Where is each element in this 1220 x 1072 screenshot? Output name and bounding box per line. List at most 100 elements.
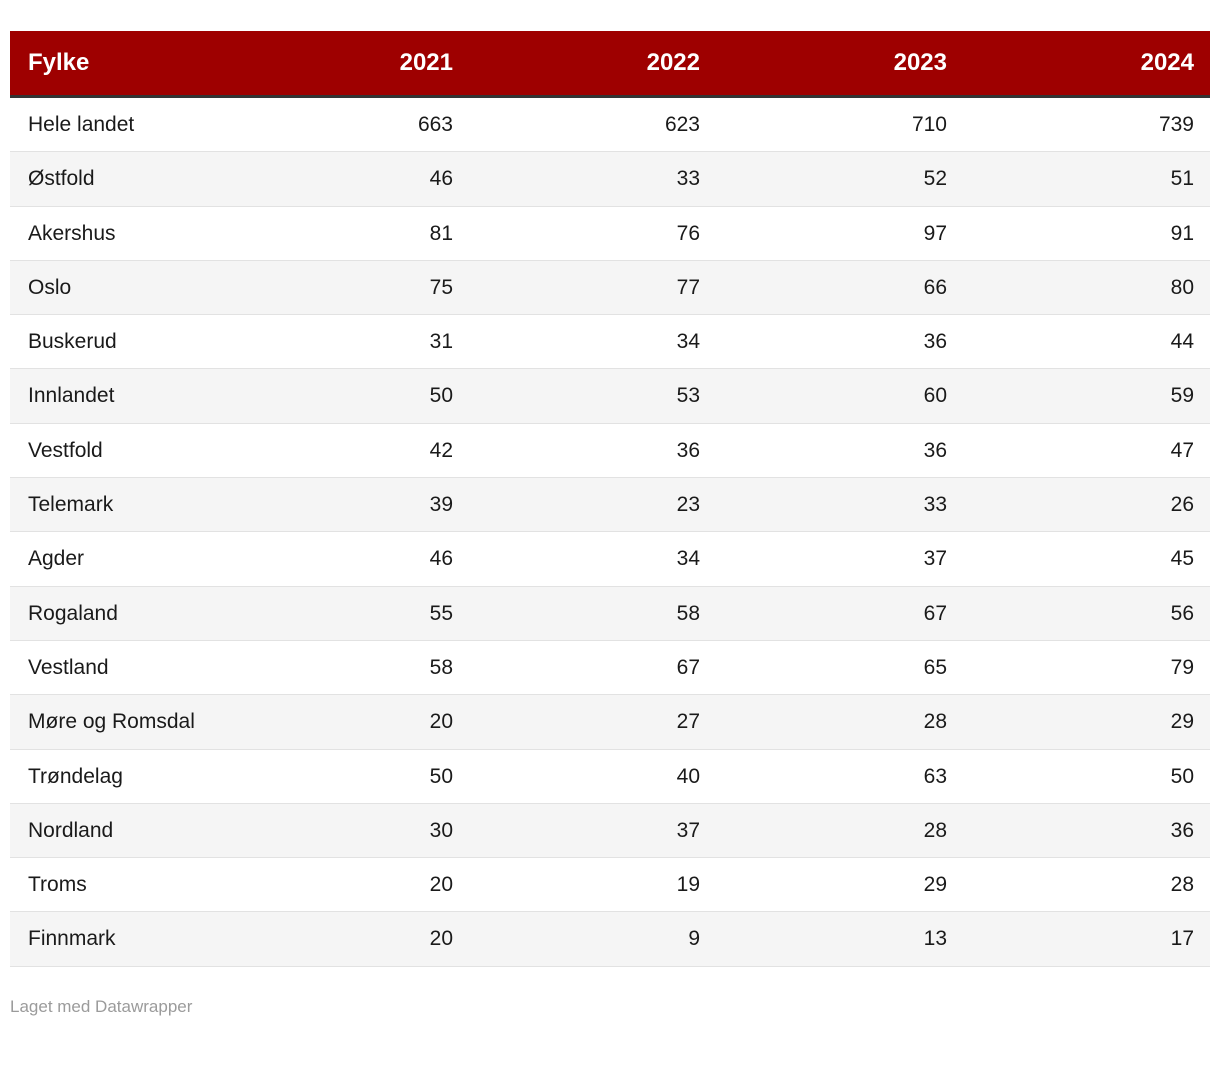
row-label-cell: Oslo xyxy=(10,259,222,315)
value-cell: 50 xyxy=(963,748,1210,804)
row-label-cell: Rogaland xyxy=(10,585,222,641)
data-table: Fylke 2021 2022 2023 2024 Hele landet 663… xyxy=(10,31,1210,967)
value-cell: 58 xyxy=(222,639,469,695)
value-cell: 75 xyxy=(222,259,469,315)
value-cell: 97 xyxy=(716,205,963,261)
row-label-cell: Akershus xyxy=(10,205,222,261)
value-cell: 739 xyxy=(1158,113,1194,136)
value-cell: 20 xyxy=(222,857,469,912)
table-row: Buskerud 31 34 36 44 xyxy=(10,314,1210,369)
value-cell: 37 xyxy=(469,802,716,858)
value-cell: 28 xyxy=(963,857,1210,912)
value-cell: 37 xyxy=(716,531,963,587)
value-cell: 33 xyxy=(716,477,963,532)
table-row: Østfold 46 33 52 51 xyxy=(10,151,1210,207)
value-cell: 29 xyxy=(716,857,963,912)
value-cell: 40 xyxy=(469,748,716,804)
value-cell: 36 xyxy=(716,314,963,369)
row-label-cell: Vestfold xyxy=(10,422,222,478)
row-label-cell: Nordland xyxy=(10,802,222,858)
value-cell: 28 xyxy=(716,694,963,750)
row-label-cell: Finnmark xyxy=(10,911,222,967)
row-label-cell: Hele landet xyxy=(28,113,135,136)
value-cell: 29 xyxy=(963,694,1210,750)
value-cell: 45 xyxy=(963,531,1210,587)
table-row: Hele landet 663 623 710 739 xyxy=(10,97,1210,152)
table-row: Agder 46 34 37 45 xyxy=(10,531,1210,587)
value-cell: 55 xyxy=(222,585,469,641)
value-cell: 710 xyxy=(911,113,947,136)
table-row: Nordland 30 37 28 36 xyxy=(10,802,1210,858)
table-row: Akershus 81 76 97 91 xyxy=(10,205,1210,261)
value-cell: 50 xyxy=(222,748,469,804)
value-cell: 60 xyxy=(716,368,963,424)
value-cell: 56 xyxy=(963,585,1210,641)
value-cell: 47 xyxy=(963,422,1210,478)
row-label-cell: Møre og Romsdal xyxy=(10,694,222,750)
value-cell: 67 xyxy=(469,639,716,695)
value-cell: 91 xyxy=(963,205,1210,261)
value-cell: 65 xyxy=(716,639,963,695)
row-label-cell: Trøndelag xyxy=(10,748,222,804)
table-row: Troms 20 19 29 28 xyxy=(10,857,1210,912)
value-cell: 28 xyxy=(716,802,963,858)
value-cell: 663 xyxy=(417,113,453,136)
header-row: Fylke 2021 2022 2023 2024 xyxy=(10,31,1210,98)
table-header: Fylke 2021 2022 2023 2024 xyxy=(10,31,1210,98)
value-cell: 9 xyxy=(469,911,716,967)
col-header-2022: 2022 xyxy=(469,31,716,98)
row-label-cell: Østfold xyxy=(10,151,222,207)
value-cell: 66 xyxy=(716,259,963,315)
value-cell: 623 xyxy=(664,113,700,136)
value-cell: 52 xyxy=(716,151,963,207)
col-header-fylke: Fylke xyxy=(10,31,222,98)
row-label-cell: Troms xyxy=(10,857,222,912)
value-cell: 27 xyxy=(469,694,716,750)
table-row: Rogaland 55 58 67 56 xyxy=(10,585,1210,641)
value-cell: 20 xyxy=(222,911,469,967)
value-cell: 42 xyxy=(222,422,469,478)
table-row: Vestland 58 67 65 79 xyxy=(10,639,1210,695)
value-cell: 30 xyxy=(222,802,469,858)
table-row: Vestfold 42 36 36 47 xyxy=(10,422,1210,478)
value-cell: 36 xyxy=(963,802,1210,858)
attribution-link[interactable]: Laget med Datawrapper xyxy=(10,996,193,1016)
value-cell: 46 xyxy=(222,531,469,587)
row-label-cell: Innlandet xyxy=(10,368,222,424)
value-cell: 46 xyxy=(222,151,469,207)
value-cell: 58 xyxy=(469,585,716,641)
value-cell: 51 xyxy=(963,151,1210,207)
value-cell: 13 xyxy=(716,911,963,967)
col-header-2024: 2024 xyxy=(963,31,1210,98)
value-cell: 81 xyxy=(222,205,469,261)
value-cell: 39 xyxy=(222,477,469,532)
value-cell: 44 xyxy=(963,314,1210,369)
value-cell: 50 xyxy=(222,368,469,424)
value-cell: 20 xyxy=(222,694,469,750)
value-cell: 31 xyxy=(222,314,469,369)
value-cell: 19 xyxy=(469,857,716,912)
value-cell: 23 xyxy=(469,477,716,532)
col-header-2023: 2023 xyxy=(716,31,963,98)
value-cell: 34 xyxy=(469,314,716,369)
row-label-cell: Agder xyxy=(10,531,222,587)
value-cell: 36 xyxy=(469,422,716,478)
row-label-cell: Vestland xyxy=(10,639,222,695)
value-cell: 36 xyxy=(716,422,963,478)
value-cell: 59 xyxy=(963,368,1210,424)
value-cell: 53 xyxy=(469,368,716,424)
row-label-cell: Telemark xyxy=(10,477,222,532)
table-row: Møre og Romsdal 20 27 28 29 xyxy=(10,694,1210,750)
table-row: Trøndelag 50 40 63 50 xyxy=(10,748,1210,804)
col-header-2021: 2021 xyxy=(222,31,469,98)
value-cell: 34 xyxy=(469,531,716,587)
value-cell: 76 xyxy=(469,205,716,261)
value-cell: 63 xyxy=(716,748,963,804)
row-label-cell: Buskerud xyxy=(10,314,222,369)
value-cell: 79 xyxy=(963,639,1210,695)
value-cell: 77 xyxy=(469,259,716,315)
value-cell: 80 xyxy=(963,259,1210,315)
table-row: Finnmark 20 9 13 17 xyxy=(10,911,1210,967)
value-cell: 17 xyxy=(963,911,1210,967)
